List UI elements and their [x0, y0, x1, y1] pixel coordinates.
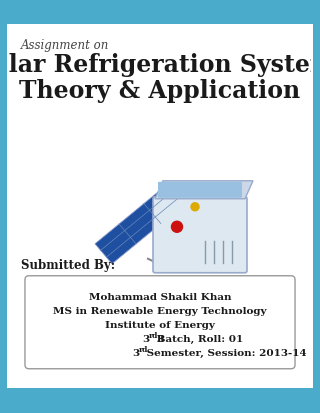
Text: Institute of Energy: Institute of Energy	[105, 320, 215, 329]
Text: Submitted By:: Submitted By:	[21, 258, 115, 271]
Text: Theory & Application: Theory & Application	[20, 78, 300, 102]
Text: 3: 3	[156, 334, 164, 343]
Text: Semester, Session: 2013-14: Semester, Session: 2013-14	[143, 348, 307, 357]
FancyBboxPatch shape	[25, 276, 295, 369]
Bar	[0, 0, 320, 25]
Bar	[311, 25, 313, 388]
Text: Mohammad Shakil Khan: Mohammad Shakil Khan	[89, 292, 231, 301]
Text: Assignment on: Assignment on	[21, 39, 109, 52]
Bar	[0, 388, 320, 413]
Circle shape	[172, 222, 182, 233]
Text: MS in Renewable Energy Technology: MS in Renewable Energy Technology	[53, 306, 267, 315]
Text: 3: 3	[142, 334, 149, 343]
FancyBboxPatch shape	[153, 197, 247, 273]
Polygon shape	[155, 181, 253, 199]
Text: Solar Refrigeration System:: Solar Refrigeration System:	[0, 53, 320, 77]
Circle shape	[191, 203, 199, 211]
Polygon shape	[95, 184, 185, 264]
Text: Batch, Roll: 01: Batch, Roll: 01	[153, 334, 243, 343]
Text: rd: rd	[148, 331, 158, 339]
FancyBboxPatch shape	[158, 182, 242, 198]
Bar	[7, 25, 9, 388]
Text: 3: 3	[132, 348, 139, 357]
Bar	[0, 25, 7, 388]
Bar	[313, 25, 320, 388]
Text: rd: rd	[139, 345, 148, 353]
